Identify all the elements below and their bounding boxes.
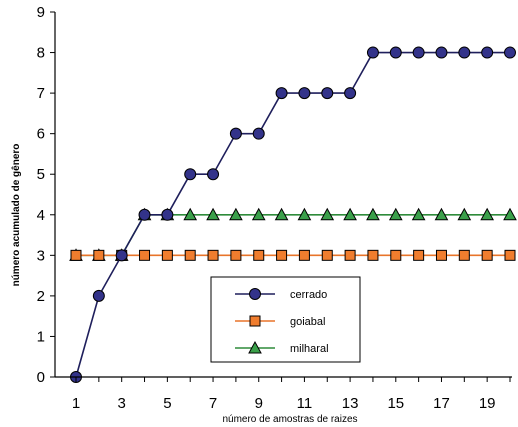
data-point-cerrado: [344, 87, 357, 100]
data-point-cerrado: [298, 87, 311, 100]
data-point-milharal: [297, 207, 312, 221]
plot-area: [69, 46, 517, 383]
data-point-cerrado: [435, 46, 448, 59]
data-point-goiabal: [367, 249, 379, 261]
data-point-cerrado: [504, 46, 516, 59]
data-point-goiabal: [435, 249, 447, 261]
data-point-milharal: [411, 207, 426, 221]
x-tick-label: 15: [387, 395, 404, 412]
data-point-milharal: [434, 207, 449, 221]
data-point-cerrado: [321, 87, 334, 100]
data-point-cerrado: [366, 46, 379, 59]
data-point-goiabal: [139, 249, 151, 261]
x-tick-label: 11: [297, 395, 313, 412]
data-point-cerrado: [92, 289, 105, 302]
x-tick-label: 17: [433, 395, 450, 412]
data-point-goiabal: [458, 249, 470, 261]
data-point-milharal: [503, 207, 517, 221]
legend-box: [210, 276, 361, 363]
data-point-cerrado: [481, 46, 494, 59]
y-tick-label: 5: [37, 166, 45, 183]
series-cerrado: [70, 46, 516, 383]
y-tick-label: 8: [37, 45, 45, 62]
data-point-cerrado: [138, 208, 151, 221]
legend-marker-goiabal: [249, 315, 261, 327]
legend-marker-cerrado: [249, 288, 261, 300]
legend-label-milharal: milharal: [290, 343, 329, 355]
x-tick-label: 19: [479, 395, 496, 412]
data-point-goiabal: [93, 249, 105, 261]
data-point-milharal: [183, 207, 198, 221]
data-point-cerrado: [458, 46, 471, 59]
data-point-goiabal: [413, 249, 425, 261]
data-point-milharal: [480, 207, 495, 221]
y-tick-label: 0: [37, 369, 45, 386]
data-point-milharal: [320, 207, 335, 221]
data-point-goiabal: [276, 249, 288, 261]
data-point-milharal: [343, 207, 357, 221]
y-tick-label: 4: [37, 207, 45, 224]
data-point-milharal: [251, 207, 266, 221]
data-point-goiabal: [321, 249, 333, 261]
y-tick-label: 1: [37, 328, 45, 345]
legend-label-goiabal: goiabal: [290, 316, 325, 328]
data-point-goiabal: [253, 249, 265, 261]
data-point-goiabal: [481, 249, 493, 261]
legend-label-cerrado: cerrado: [290, 289, 327, 301]
y-tick-label: 6: [37, 126, 45, 143]
y-tick-label: 2: [37, 288, 45, 305]
data-point-milharal: [229, 207, 243, 221]
legend-marker-milharal: [248, 340, 262, 354]
data-point-cerrado: [161, 208, 174, 221]
data-point-milharal: [366, 207, 380, 221]
data-point-cerrado: [275, 87, 288, 100]
data-point-goiabal: [184, 249, 196, 261]
data-point-cerrado: [252, 127, 265, 140]
x-tick-label: 13: [342, 395, 359, 412]
x-tick-label: 5: [163, 395, 171, 412]
y-tick-label: 7: [37, 85, 45, 102]
series-milharal: [69, 207, 517, 261]
data-point-milharal: [274, 207, 289, 221]
data-point-goiabal: [298, 249, 310, 261]
data-point-goiabal: [344, 249, 356, 261]
data-point-goiabal: [504, 249, 516, 261]
data-point-goiabal: [390, 249, 402, 261]
x-tick-label: 3: [118, 395, 126, 412]
y-tick-label: 9: [37, 4, 45, 21]
data-point-goiabal: [70, 249, 82, 261]
data-point-milharal: [457, 207, 472, 221]
data-point-goiabal: [161, 249, 173, 261]
series-goiabal: [70, 249, 516, 261]
x-axis-title: número de amostras de raizes: [222, 414, 357, 425]
legend: cerrado goiabal milharal: [210, 276, 361, 363]
x-tick-label: 1: [72, 395, 80, 412]
data-point-cerrado: [184, 168, 197, 181]
y-tick-label: 3: [37, 247, 45, 264]
data-point-cerrado: [207, 168, 220, 181]
data-point-goiabal: [207, 249, 219, 261]
data-point-goiabal: [230, 249, 242, 261]
data-point-cerrado: [115, 249, 128, 262]
x-tick-label: 9: [255, 395, 263, 412]
data-point-milharal: [206, 207, 220, 221]
data-point-cerrado: [229, 127, 242, 140]
y-axis-title: número acumulado de gênero: [11, 144, 22, 287]
data-point-cerrado: [389, 46, 402, 59]
x-tick-label: 7: [209, 395, 217, 412]
data-point-cerrado: [412, 46, 425, 59]
data-point-milharal: [388, 207, 403, 221]
